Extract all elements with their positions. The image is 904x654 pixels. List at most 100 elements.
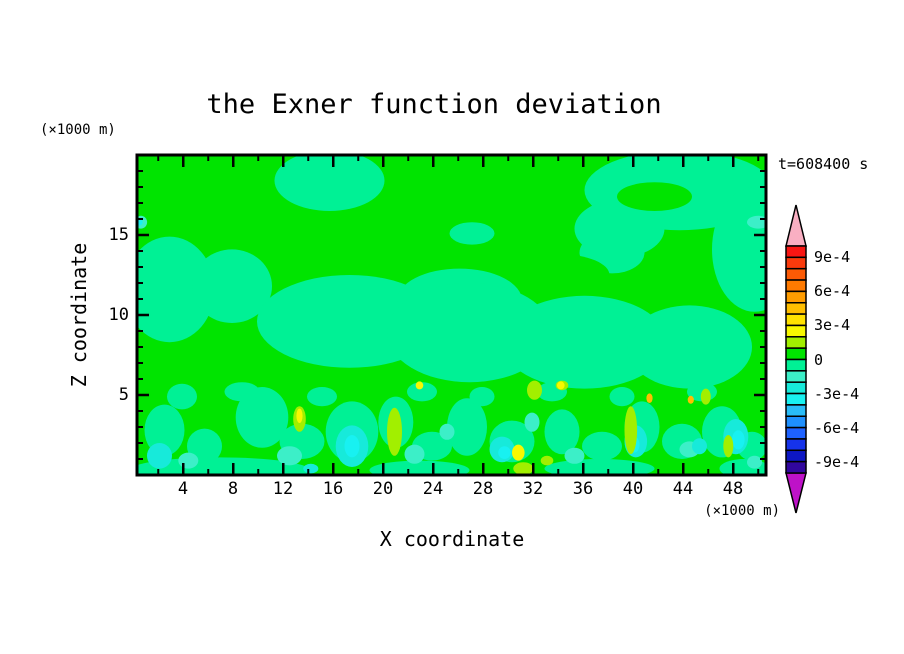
contour-field bbox=[137, 155, 766, 475]
x-tick-label: 40 bbox=[622, 479, 644, 499]
contour-blob-gold bbox=[687, 395, 694, 404]
contour-blob-spring bbox=[502, 295, 667, 389]
contour-blob-spring bbox=[187, 428, 222, 464]
contour-blob-spring bbox=[712, 187, 766, 312]
colorbar-band bbox=[785, 358, 807, 372]
z-tick-label: 15 bbox=[108, 225, 129, 245]
colorbar-band bbox=[785, 324, 807, 338]
x-tick-label: 12 bbox=[272, 479, 294, 499]
colorbar-band bbox=[785, 302, 807, 315]
x-axis-unit-label: (×1000 m) bbox=[704, 503, 780, 519]
colorbar-band bbox=[785, 267, 807, 281]
contour-blob-aqua bbox=[277, 446, 302, 466]
colorbar-band bbox=[785, 426, 807, 440]
contour-blob-aqua bbox=[404, 444, 425, 464]
contour-blob-turq bbox=[147, 443, 172, 469]
contour-blob-yellow bbox=[512, 444, 525, 461]
contour-blob-chart bbox=[387, 407, 402, 456]
contour-blob-chart bbox=[624, 406, 638, 455]
z-axis-unit-label: (×1000 m) bbox=[40, 122, 116, 138]
colorbar-band bbox=[785, 381, 807, 395]
colorbar-tick-label: -3e-4 bbox=[814, 385, 860, 403]
contour-blob-spring bbox=[235, 387, 289, 448]
contour-blob-gold bbox=[646, 393, 653, 404]
contour-blob-yellow bbox=[296, 408, 303, 423]
contour-blob-spring bbox=[144, 404, 185, 456]
colorbar-band bbox=[785, 438, 807, 452]
x-tick-label: 48 bbox=[722, 479, 744, 499]
colorbar-tick-label: -9e-4 bbox=[814, 453, 860, 471]
colorbar-tick-label: 6e-4 bbox=[814, 282, 851, 300]
x-tick-label: 4 bbox=[177, 479, 189, 499]
contour-blob-spring bbox=[307, 387, 337, 407]
colorbar-band bbox=[785, 347, 807, 361]
contour-blob-aqua bbox=[747, 455, 762, 469]
colorbar-band bbox=[785, 460, 807, 474]
contour-blob-spring bbox=[582, 431, 622, 461]
contour-blob-spring bbox=[224, 382, 260, 402]
colorbar-tick-label: 9e-4 bbox=[814, 248, 851, 266]
contour-blob-cyan bbox=[498, 446, 511, 459]
contour-blob-chart bbox=[513, 462, 534, 475]
contour-blob-aqua bbox=[439, 423, 455, 440]
colorbar-band bbox=[785, 279, 807, 293]
contour-blob-green bbox=[509, 254, 610, 296]
contour-blob-spring bbox=[447, 398, 487, 456]
contour-blob-spring bbox=[449, 222, 495, 245]
contour-blob-turq bbox=[303, 463, 319, 474]
colorbar-band bbox=[785, 313, 807, 327]
contour-blob-chart bbox=[540, 455, 554, 466]
x-tick-label: 16 bbox=[322, 479, 344, 499]
colorbar-band bbox=[785, 245, 807, 259]
z-tick-label: 5 bbox=[118, 385, 129, 405]
contour-blob-spring bbox=[609, 387, 635, 407]
x-tick-label: 20 bbox=[372, 479, 394, 499]
x-tick-label: 28 bbox=[472, 479, 494, 499]
plot-title: the Exner function deviation bbox=[206, 89, 662, 120]
contour-blob-spring bbox=[274, 155, 385, 211]
contour-blob-turq bbox=[692, 438, 707, 455]
contour-blob-chart bbox=[723, 435, 734, 458]
x-tick-label: 36 bbox=[572, 479, 594, 499]
contour-blob-spring bbox=[369, 460, 470, 475]
z-tick-label: 10 bbox=[108, 305, 129, 325]
x-tick-label: 32 bbox=[522, 479, 544, 499]
contour-blob-cyan bbox=[344, 435, 360, 458]
contour-blob-spring bbox=[192, 249, 272, 323]
contour-blob-spring bbox=[627, 305, 752, 389]
colorbar-band bbox=[785, 290, 807, 304]
contour-blob-spring bbox=[407, 382, 437, 402]
colorbar bbox=[785, 204, 807, 514]
colorbar-band bbox=[785, 449, 807, 463]
time-annotation: t=608400 s bbox=[778, 155, 869, 173]
contour-blob-cyan bbox=[732, 430, 745, 450]
colorbar-over-arrow bbox=[785, 204, 807, 247]
contour-blob-spring bbox=[469, 387, 495, 407]
contour-blob-chart bbox=[527, 380, 542, 400]
contour-blob-yellow bbox=[557, 381, 565, 390]
contour-blob-aqua bbox=[178, 452, 199, 469]
x-tick-label: 44 bbox=[672, 479, 694, 499]
x-tick-label: 24 bbox=[422, 479, 444, 499]
contour-blob-aqua bbox=[564, 447, 585, 464]
contour-blob-yellow bbox=[415, 381, 424, 390]
contour-blob-spring bbox=[167, 383, 197, 410]
axis-ticks bbox=[137, 155, 766, 475]
colorbar-band bbox=[785, 392, 807, 406]
colorbar-under-arrow bbox=[785, 472, 807, 514]
contour-blob-chart bbox=[700, 388, 711, 405]
contour-blob-spring bbox=[544, 409, 580, 455]
colorbar-tick-label: 3e-4 bbox=[814, 316, 851, 334]
contour-blob-spring bbox=[137, 236, 215, 343]
colorbar-band bbox=[785, 336, 807, 349]
colorbar-band bbox=[785, 404, 807, 417]
contour-blob-aqua bbox=[524, 412, 540, 432]
contour-blob-green bbox=[617, 182, 692, 212]
colorbar-tick-label: 0 bbox=[814, 351, 824, 369]
colorbar-band bbox=[785, 415, 807, 429]
colorbar-band bbox=[785, 370, 807, 383]
x-tick-label: 8 bbox=[227, 479, 239, 499]
colorbar-tick-label: -6e-4 bbox=[814, 419, 860, 437]
